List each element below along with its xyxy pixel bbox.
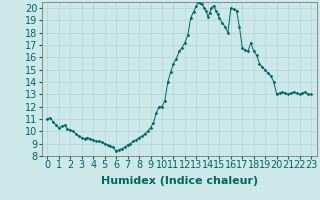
X-axis label: Humidex (Indice chaleur): Humidex (Indice chaleur) (100, 176, 258, 186)
